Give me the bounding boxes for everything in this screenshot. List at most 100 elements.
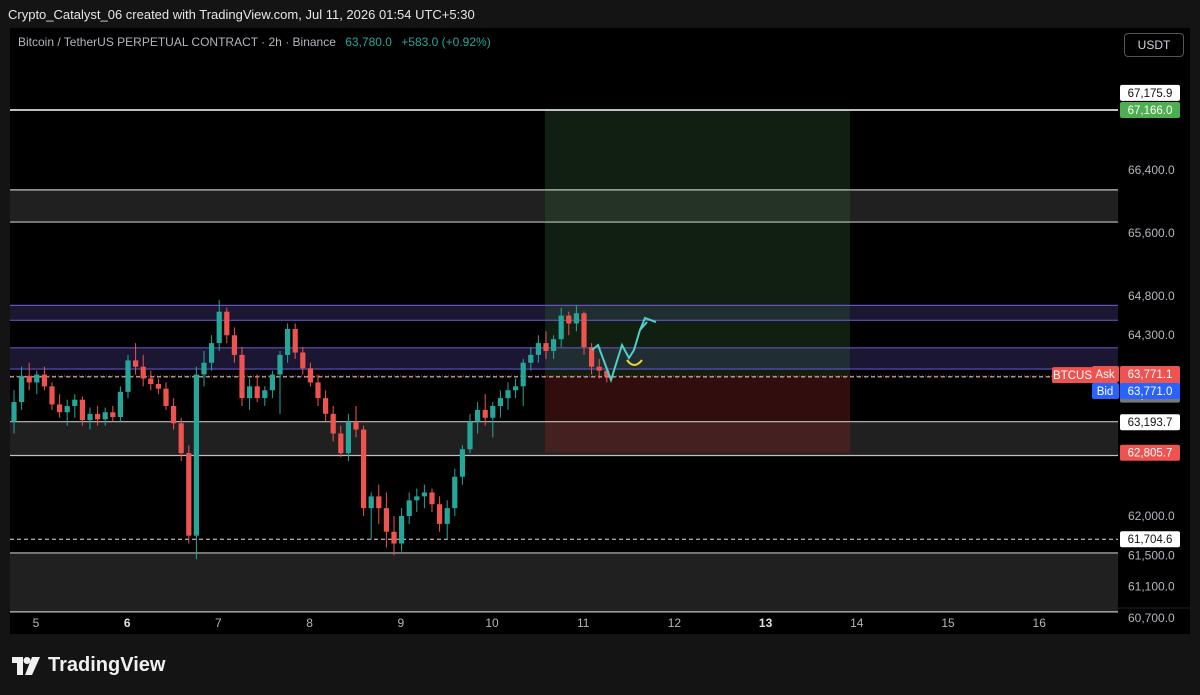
x-tick-label: 9 <box>397 616 404 630</box>
price-change-text: +583.0 (+0.92%) <box>401 35 491 49</box>
candle-body <box>338 433 344 454</box>
candle-body <box>421 492 427 497</box>
x-tick-label: 8 <box>306 616 313 630</box>
y-tick-label: 66,400.0 <box>1128 163 1175 177</box>
bid-label: Bid <box>1097 386 1114 398</box>
candle-body <box>269 374 275 391</box>
candle-body <box>193 374 199 536</box>
candle-body <box>26 376 32 383</box>
x-tick-label: 11 <box>577 616 590 630</box>
candle-body <box>300 352 306 369</box>
resistance-zone-purple <box>10 305 1118 321</box>
candle-body <box>566 315 572 324</box>
footer <box>0 634 1200 695</box>
y-tick-label: 64,800.0 <box>1128 289 1175 303</box>
candle-body <box>155 383 161 389</box>
candle-body <box>414 496 420 501</box>
stop-loss-area <box>545 376 850 453</box>
price-badge-target-text: 67,166.0 <box>1128 105 1173 117</box>
candle-body <box>231 335 237 355</box>
bid-price-badge <box>1120 383 1180 399</box>
last-price-text: 63,780.0 <box>345 35 392 49</box>
price-badge-63193-text: 63,193.7 <box>1128 417 1173 429</box>
candle-body <box>345 421 351 454</box>
candle-body <box>216 311 222 344</box>
price-badge-67175-text: 67,175.9 <box>1128 88 1173 100</box>
candle-body <box>581 313 587 348</box>
candle-body <box>133 360 139 367</box>
attribution-text: Crypto_Catalyst_06 created with TradingV… <box>8 7 475 22</box>
price-badge-63193 <box>1120 414 1180 431</box>
ask-label: Ask <box>1095 369 1114 381</box>
candle-body <box>11 402 17 422</box>
candle-body <box>482 409 488 418</box>
x-tick-label: 12 <box>668 616 682 630</box>
candle-body <box>551 339 557 351</box>
demand-zone-lower <box>10 552 1118 612</box>
candle-body <box>224 311 230 336</box>
candle-body <box>254 386 260 399</box>
candle-body <box>361 429 367 509</box>
x-tick-label: 16 <box>1033 616 1047 630</box>
candle-body <box>209 343 215 363</box>
candle-body <box>201 362 207 375</box>
candle-body <box>513 386 519 391</box>
projection-arrow-head <box>639 316 657 331</box>
chart-area[interactable] <box>10 28 1190 634</box>
candle-body <box>117 391 123 417</box>
candle-body <box>596 366 602 371</box>
candle-body <box>186 453 192 536</box>
y-tick-label: 64,300.0 <box>1128 328 1175 342</box>
candle-body <box>178 423 184 454</box>
projection-pullback-mark <box>626 359 643 366</box>
price-chart[interactable]: 66,400.0 65,600.0 64,800.0 64,300.0 62,000.0… <box>0 0 1200 634</box>
price-badge-stop-text: 62,805.7 <box>1128 448 1173 460</box>
candle-body <box>330 413 336 434</box>
candle-body <box>95 413 101 420</box>
candle-body <box>490 405 496 418</box>
candle-body <box>467 421 473 450</box>
candle-body <box>171 405 177 424</box>
x-tick-label: 15 <box>941 616 955 630</box>
symbol-title: Bitcoin / TetherUS PERPETUAL CONTRACT · … <box>18 35 336 49</box>
candle-body <box>429 492 435 505</box>
ask-price-badge <box>1120 366 1180 382</box>
candle-body <box>543 343 549 351</box>
candle-body <box>406 500 412 517</box>
candle-body <box>376 496 382 509</box>
candle-body <box>285 328 291 355</box>
candle-body <box>452 476 458 509</box>
price-badge-67175 <box>1120 84 1180 101</box>
candle-body <box>64 405 70 413</box>
candle-body <box>292 328 298 353</box>
candle-body <box>475 409 481 422</box>
candle-body <box>399 516 405 544</box>
candle-body <box>497 398 503 406</box>
x-tick-label: 7 <box>215 616 222 630</box>
candle-body <box>323 398 329 414</box>
x-tick-label: 10 <box>485 616 499 630</box>
candle-body <box>247 386 253 399</box>
price-badge-stop <box>1120 444 1180 461</box>
candle-body <box>41 374 47 387</box>
resistance-zone-upper <box>10 189 1118 223</box>
x-tick-label: 13 <box>759 616 773 630</box>
currency-button[interactable]: USDT <box>1124 33 1184 57</box>
projected-path <box>591 321 648 384</box>
candle-body <box>125 360 131 392</box>
candle-body <box>573 313 579 324</box>
symbol-legend[interactable]: Bitcoin / TetherUS PERPETUAL CONTRACT · … <box>18 35 491 49</box>
candle-body <box>368 496 374 509</box>
bid-label-badge <box>1092 383 1119 399</box>
candle-body <box>353 421 359 430</box>
candle-body <box>315 382 321 399</box>
candle-body <box>277 354 283 375</box>
y-tick-label: 60,700.0 <box>1128 611 1175 625</box>
price-badge-61704 <box>1120 531 1180 548</box>
candle-body <box>307 368 313 383</box>
tradingview-logo[interactable]: TradingView <box>12 654 165 677</box>
candle-body <box>34 374 40 383</box>
candle-body <box>163 388 169 406</box>
ask-label-badge <box>1092 366 1119 382</box>
y-tick-label: 61,100.0 <box>1128 580 1175 594</box>
